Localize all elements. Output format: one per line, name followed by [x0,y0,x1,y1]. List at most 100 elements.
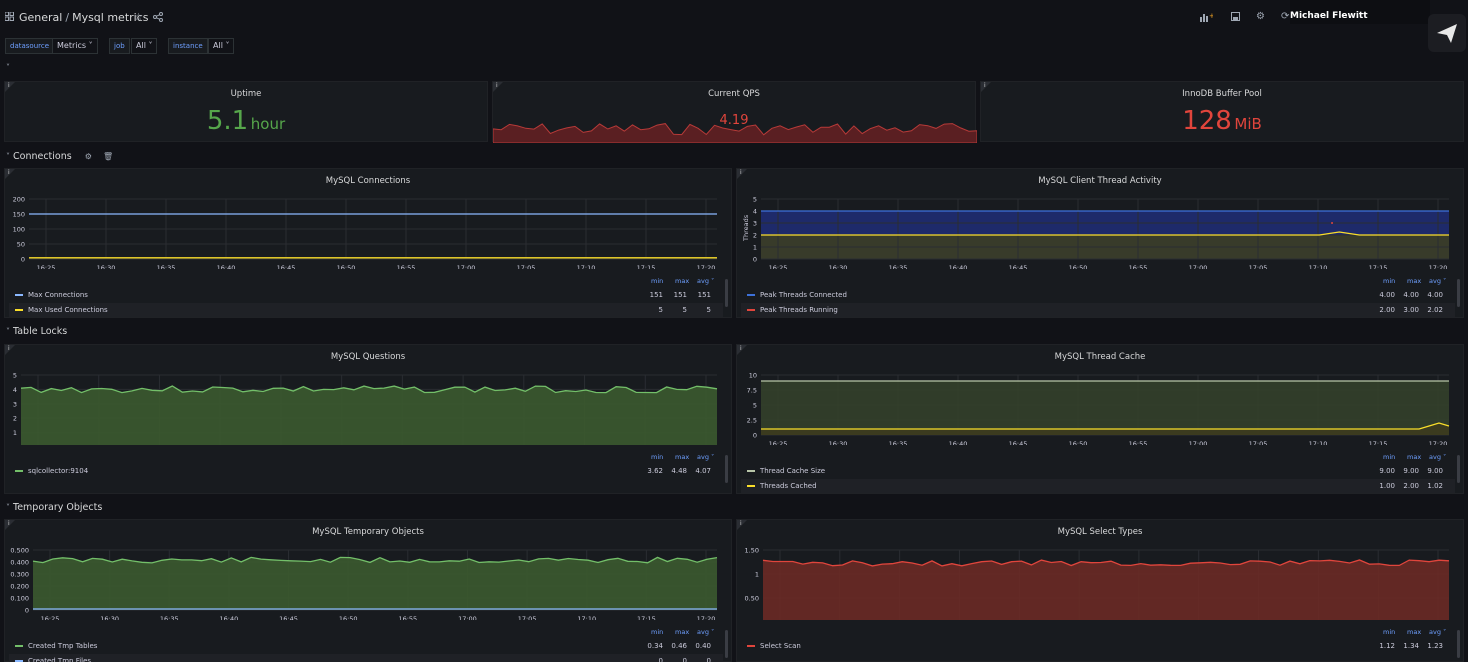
legend-max-value: 151 [673,291,687,299]
legend-swatch [15,309,23,311]
legend-avg-header[interactable]: avg ˅ [1429,628,1447,636]
legend-min-header[interactable]: min [651,277,664,285]
save-icon[interactable] [1231,12,1240,25]
uptime-panel[interactable]: i Uptime 5.1 hour [4,81,488,142]
legend-scrollbar[interactable] [1457,455,1460,483]
y-tick-label: 0 [755,619,759,621]
variable-instance-select[interactable]: All ˅ [208,38,235,54]
send-button[interactable] [1428,14,1466,52]
settings-gear-icon[interactable]: ⚙ [1256,11,1265,22]
info-icon[interactable]: i [737,520,747,530]
x-tick-label: 17:05 [518,615,537,620]
legend-name: Threads Cached [760,482,817,490]
x-tick-label: 16:45 [1009,264,1028,269]
legend-avg-header[interactable]: avg ˅ [1429,277,1447,285]
y-tick-label: 3 [13,400,17,408]
uptime-stat: 5.1 hour [5,106,487,136]
thread-cache-panel[interactable]: i MySQL Thread Cache 10 7.5 5 2.5 0 16:25 16:30 1… [736,344,1464,494]
y-tick-label: 200 [13,196,25,204]
y-tick-label: 10 [749,372,757,380]
x-tick-label: 16:25 [41,615,60,620]
y-tick-label: 7.5 [747,387,757,395]
x-tick-label: 17:05 [1249,264,1268,269]
x-tick-label: 16:50 [337,264,356,269]
legend-min-header[interactable]: min [1383,628,1396,636]
refresh-icon[interactable]: ⟳ [1281,11,1290,22]
temp-objects-panel[interactable]: i MySQL Temporary Objects 0.500 0.400 0.300 0… [4,519,732,662]
legend-min-header[interactable]: min [1383,453,1396,461]
info-icon[interactable]: i [493,82,503,92]
row-title: Temporary Objects [13,502,103,513]
variable-datasource-select[interactable]: Metrics ˅ [52,38,98,54]
y-tick-label: 2.5 [747,417,757,425]
legend-avg-value: 5 [706,306,711,314]
apps-grid-icon[interactable] [4,11,14,25]
add-panel-icon[interactable]: + [1200,12,1215,26]
share-icon[interactable] [153,12,163,26]
legend-avg-header[interactable]: avg ˅ [697,453,715,461]
breadcrumb-folder[interactable]: General [19,11,63,24]
info-icon[interactable]: i [737,169,747,179]
graph-canvas: 54321016:2516:3016:3516:4016:4516:5016:5… [13,372,718,445]
buffer-pool-panel[interactable]: i InnoDB Buffer Pool 128 MiB [980,81,1464,142]
legend-avg-header[interactable]: avg ˅ [697,628,715,636]
legend-avg-header[interactable]: avg ˅ [1429,453,1447,461]
legend-max-header[interactable]: max [1407,277,1422,285]
info-icon[interactable]: i [5,520,15,530]
legend-item[interactable]: sqlcollector:9104 [15,467,88,475]
connections-panel[interactable]: i MySQL Connections 200 150 100 50 0 16:25 16:30… [4,168,732,318]
y-tick-label: 1 [755,571,759,579]
qps-sparkline [493,123,977,143]
legend-max-header[interactable]: max [1407,628,1422,636]
collapse-row-icon[interactable]: ˅ [6,63,10,72]
variable-job-select[interactable]: All ˅ [131,38,158,54]
qps-panel[interactable]: i Current QPS 4.19 [492,81,977,143]
legend-swatch [15,660,23,662]
row-connections[interactable]: ˅ Connections ⚙ 🗑 [6,151,113,162]
info-icon[interactable]: i [5,169,15,179]
legend-item[interactable]: Threads Cached [747,482,817,490]
threads-panel[interactable]: i MySQL Client Thread Activity 5 4 3 2 1 0 16:25… [736,168,1464,318]
legend-max-header[interactable]: max [675,277,690,285]
legend-scrollbar[interactable] [725,630,728,658]
legend-min-header[interactable]: min [1383,277,1396,285]
legend-scrollbar[interactable] [725,455,728,483]
legend-item[interactable]: Thread Cache Size [747,467,825,475]
info-icon[interactable]: i [5,345,15,355]
legend-max-value: 9.00 [1403,467,1419,475]
x-tick-label: 17:00 [1189,264,1208,269]
info-icon[interactable]: i [981,82,991,92]
legend-max-header[interactable]: max [1407,453,1422,461]
legend-item[interactable]: Max Connections [15,291,88,299]
legend-scrollbar[interactable] [1457,630,1460,658]
row-delete-trash-icon[interactable]: 🗑 [102,152,114,161]
row-settings-gear-icon[interactable]: ⚙ [84,152,92,161]
legend-name: Max Used Connections [28,306,108,314]
legend-scrollbar[interactable] [1457,279,1460,307]
row-title: Connections [13,151,72,162]
legend-item[interactable]: Select Scan [747,642,801,650]
star-icon[interactable]: ☆ [134,12,143,23]
row-temporary-objects[interactable]: ˅ Temporary Objects [6,502,102,513]
legend-min-header[interactable]: min [651,453,664,461]
dashboard-title[interactable]: Mysql metrics [72,11,149,24]
info-icon[interactable]: i [737,345,747,355]
legend-item[interactable]: Max Used Connections [15,306,108,314]
variable-job-value: All [136,41,146,50]
legend-min-value: 2.00 [1379,306,1395,314]
row-table-locks[interactable]: ˅ Table Locks [6,326,67,337]
x-tick-label: 17:15 [1369,440,1388,445]
legend-item[interactable]: Peak Threads Running [747,306,838,314]
legend-max-header[interactable]: max [675,453,690,461]
legend-max-header[interactable]: max [675,628,690,636]
legend-item[interactable]: Created Tmp Tables [15,642,97,650]
info-icon[interactable]: i [5,82,15,92]
legend-scrollbar[interactable] [725,279,728,307]
legend-min-header[interactable]: min [651,628,664,636]
legend-avg-header[interactable]: avg ˅ [697,277,715,285]
x-tick-label: 17:15 [637,615,656,620]
legend-item[interactable]: Created Tmp Files [15,657,91,662]
legend-item[interactable]: Peak Threads Connected [747,291,847,299]
